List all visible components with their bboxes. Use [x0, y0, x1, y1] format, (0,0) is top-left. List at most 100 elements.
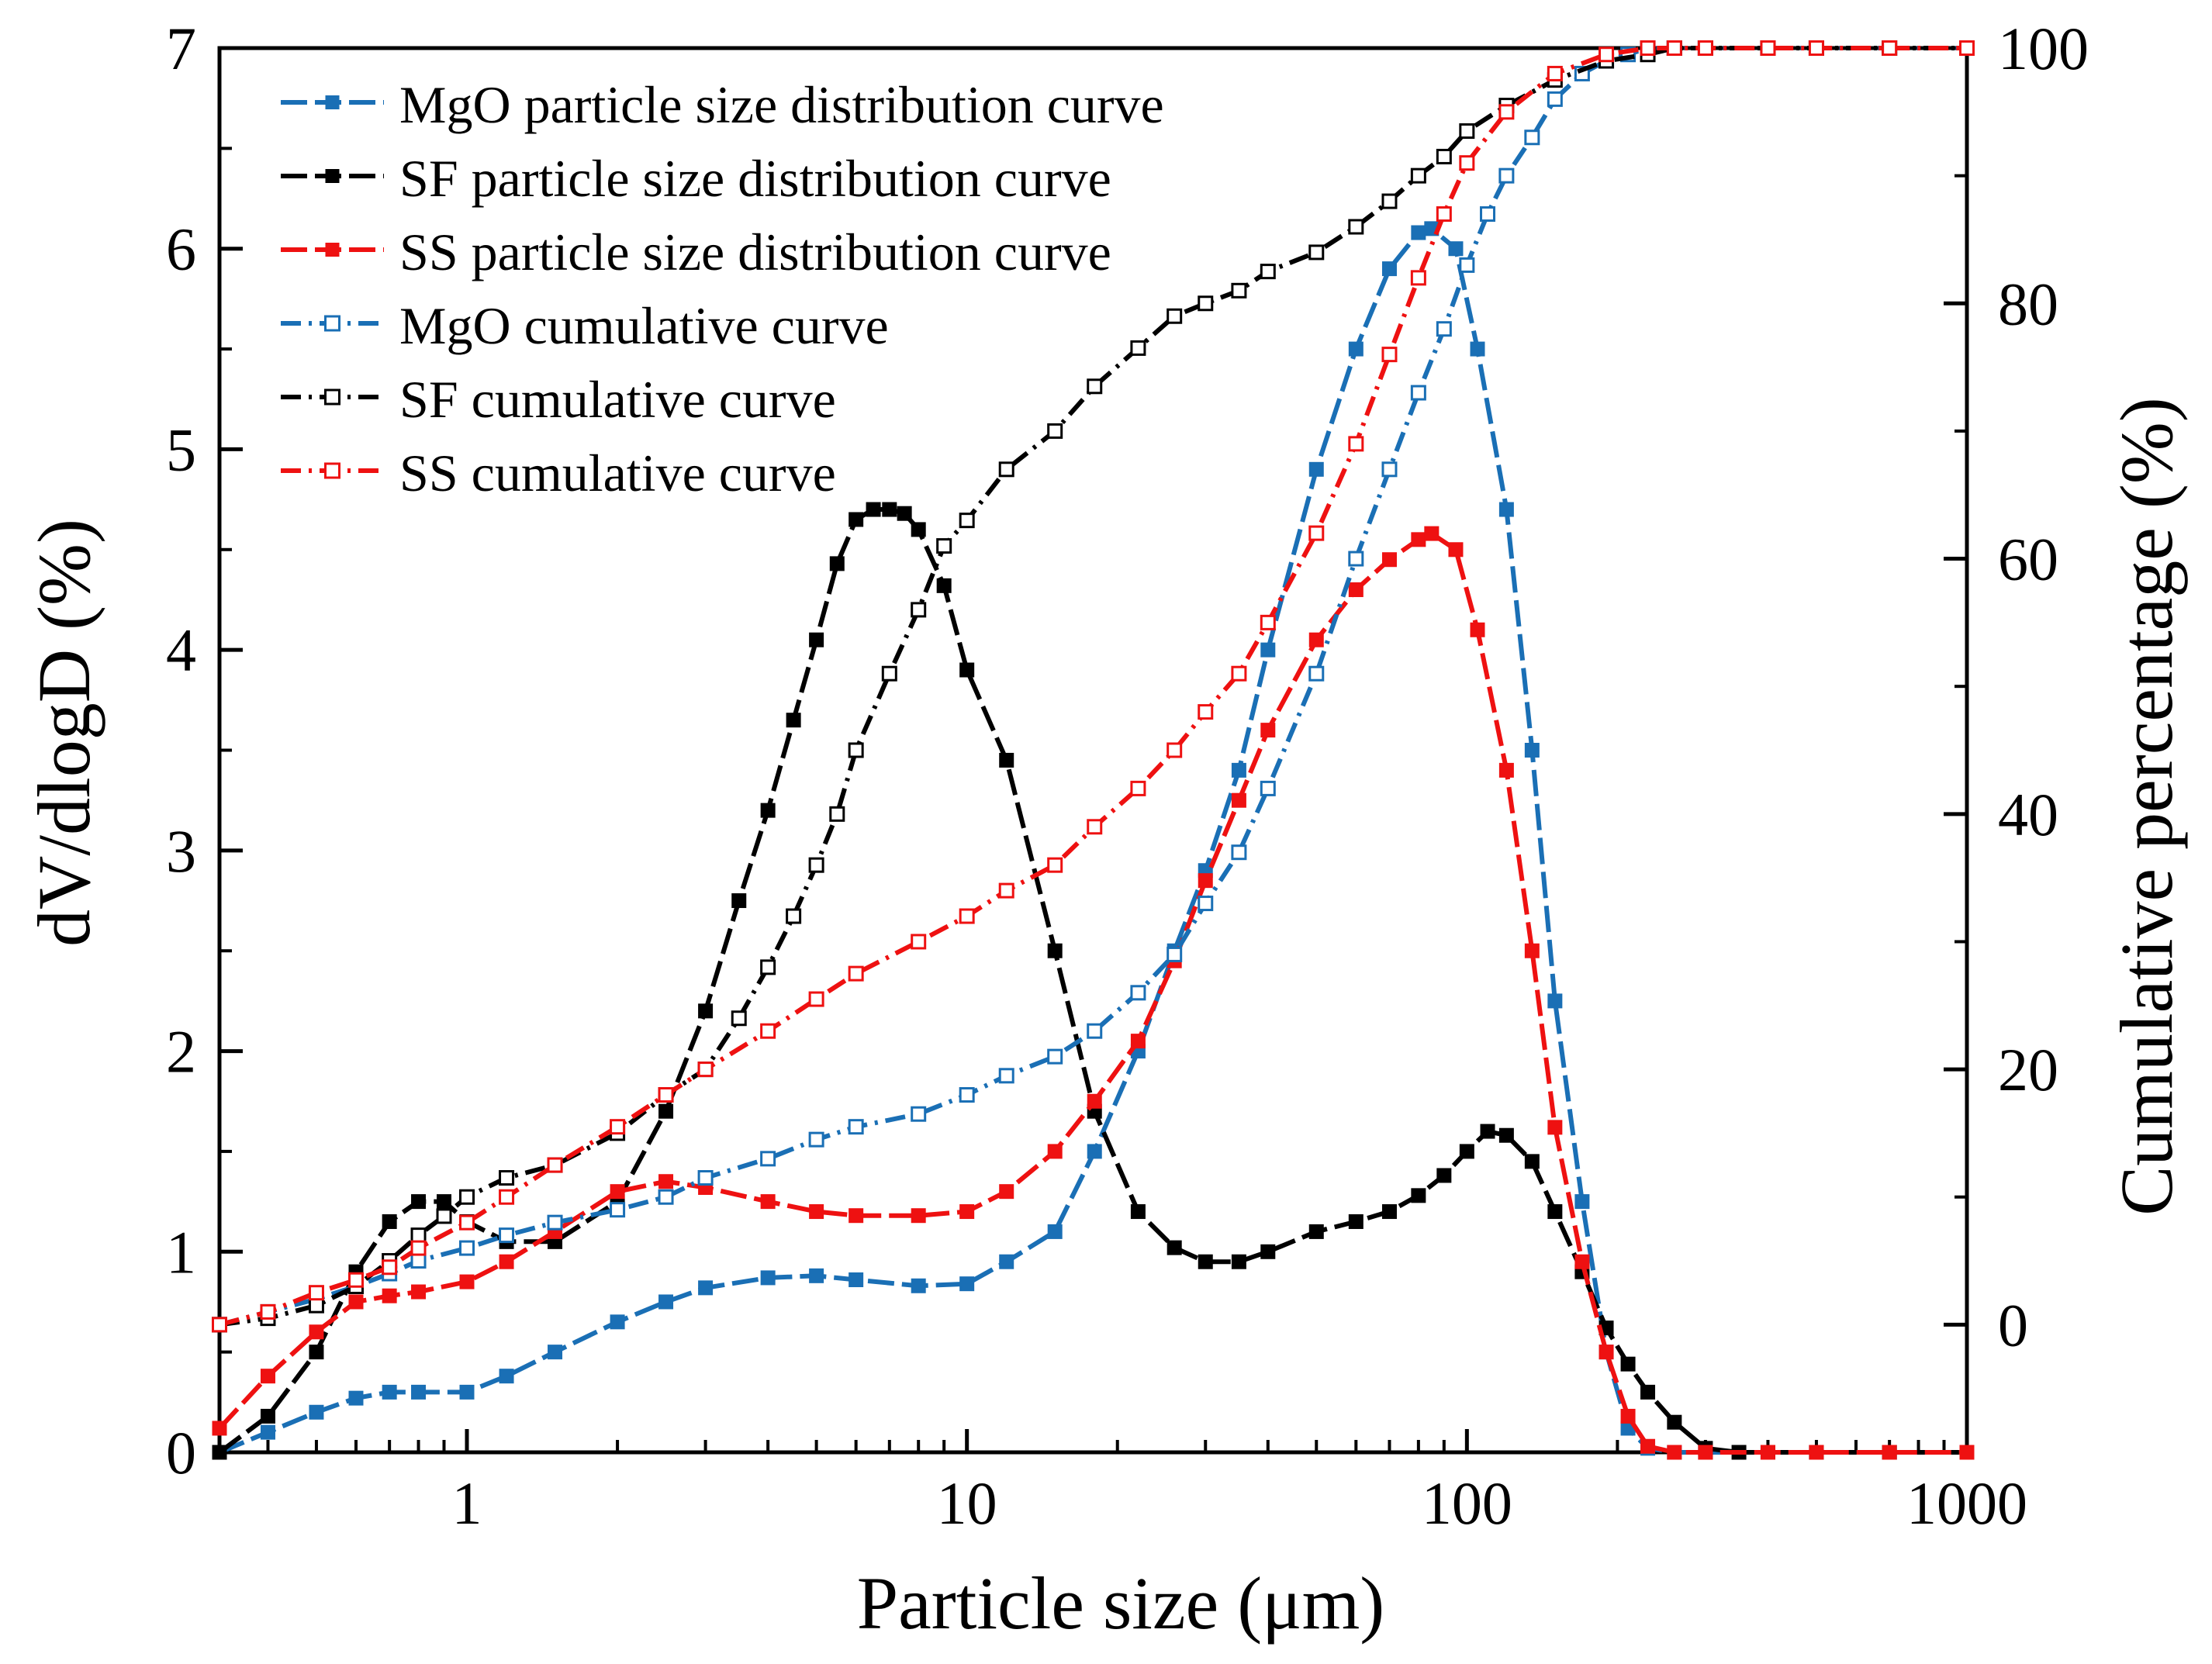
data-point: [1640, 1384, 1656, 1400]
data-point: [1470, 622, 1485, 637]
data-point: [760, 1023, 776, 1039]
data-point: [459, 1384, 475, 1400]
data-point: [658, 1294, 674, 1310]
data-point: [760, 1270, 776, 1286]
data-point: [499, 1369, 514, 1384]
data-point: [1047, 1144, 1063, 1159]
data-point: [760, 1194, 776, 1210]
data-point: [1524, 743, 1540, 758]
data-point: [1599, 47, 1615, 63]
data-point: [1381, 347, 1398, 363]
data-point: [849, 512, 864, 527]
data-point: [411, 1194, 427, 1210]
y-left-tick-label: 7: [166, 15, 196, 82]
y-left-tick-label: 6: [166, 216, 196, 283]
data-point: [1498, 762, 1514, 778]
data-point: [1524, 1154, 1540, 1169]
data-point: [1130, 1204, 1146, 1220]
data-point: [1524, 129, 1540, 146]
legend-marker: [324, 315, 340, 332]
data-point: [1574, 1254, 1590, 1269]
data-point: [658, 1174, 674, 1189]
data-point: [1459, 123, 1475, 140]
data-point: [1381, 1204, 1397, 1220]
data-point: [499, 1170, 515, 1186]
data-point: [1480, 1124, 1495, 1139]
legend-marker: [325, 95, 340, 109]
data-point: [1882, 40, 1898, 56]
x-tick-label: 10: [937, 1469, 997, 1537]
data-point: [1047, 857, 1063, 873]
data-point: [1459, 257, 1475, 273]
data-point: [658, 1189, 674, 1205]
data-point: [809, 1268, 824, 1283]
y-left-tick-label: 3: [166, 817, 196, 885]
data-point: [1959, 1445, 1975, 1460]
data-point: [1231, 762, 1246, 778]
data-point: [459, 1274, 475, 1289]
data-point: [1087, 1093, 1102, 1109]
y-left-tick-label: 0: [166, 1419, 196, 1486]
data-point: [610, 1119, 626, 1135]
data-point: [882, 502, 897, 517]
legend-marker: [325, 243, 340, 257]
data-point: [1166, 308, 1183, 324]
data-point: [1697, 40, 1713, 56]
data-point: [1498, 1127, 1514, 1143]
y-left-tick-label: 4: [166, 616, 196, 684]
y-axis-left-label: dV/dlogD (%): [22, 519, 105, 947]
y-right-tick-label: 40: [1998, 781, 2058, 848]
data-point: [1308, 632, 1324, 647]
data-point: [849, 1272, 864, 1288]
legend-label: SF cumulative curve: [399, 370, 836, 429]
data-point: [911, 1106, 927, 1122]
data-point: [998, 461, 1014, 478]
legend-marker: [324, 462, 340, 479]
data-point: [786, 713, 801, 728]
data-point: [911, 1278, 926, 1293]
data-point: [1547, 993, 1563, 1009]
legend-item: SF cumulative curve: [281, 370, 836, 429]
legend-item: SS particle size distribution curve: [281, 223, 1111, 281]
series-layer: [212, 40, 1975, 1460]
data-point: [698, 1280, 714, 1296]
data-point: [1231, 282, 1247, 299]
data-point: [911, 602, 927, 618]
data-point: [1448, 241, 1464, 257]
data-point: [308, 1297, 324, 1314]
series-line: [218, 507, 1967, 1455]
data-point: [1381, 261, 1397, 277]
data-point: [911, 934, 927, 950]
data-point: [1381, 193, 1398, 209]
data-point: [1459, 1144, 1474, 1159]
data-point: [808, 991, 824, 1007]
data-point: [731, 1010, 747, 1027]
data-point: [760, 803, 776, 818]
legend-item: MgO particle size distribution curve: [281, 75, 1164, 134]
data-point: [1047, 943, 1063, 958]
data-point: [347, 1272, 364, 1288]
data-point: [1198, 704, 1214, 720]
data-point: [959, 1204, 975, 1220]
data-point: [309, 1324, 324, 1340]
data-point: [212, 1445, 227, 1460]
data-point: [1480, 206, 1496, 223]
data-point: [1547, 91, 1563, 107]
data-point: [786, 908, 802, 924]
data-point: [548, 1345, 563, 1360]
x-tick-label: 1000: [1906, 1469, 2027, 1537]
data-point: [547, 1157, 563, 1173]
data-point: [382, 1288, 397, 1303]
data-point: [499, 1189, 515, 1205]
data-point: [410, 1240, 427, 1256]
data-point: [1470, 341, 1485, 357]
data-point: [1547, 1204, 1563, 1220]
data-point: [1410, 167, 1426, 184]
series-5: [212, 40, 1975, 1333]
data-point: [1424, 526, 1440, 541]
data-point: [1498, 167, 1515, 184]
data-point: [348, 1294, 364, 1310]
y-right-tick-label: 20: [1998, 1036, 2058, 1103]
data-point: [1047, 1224, 1063, 1239]
